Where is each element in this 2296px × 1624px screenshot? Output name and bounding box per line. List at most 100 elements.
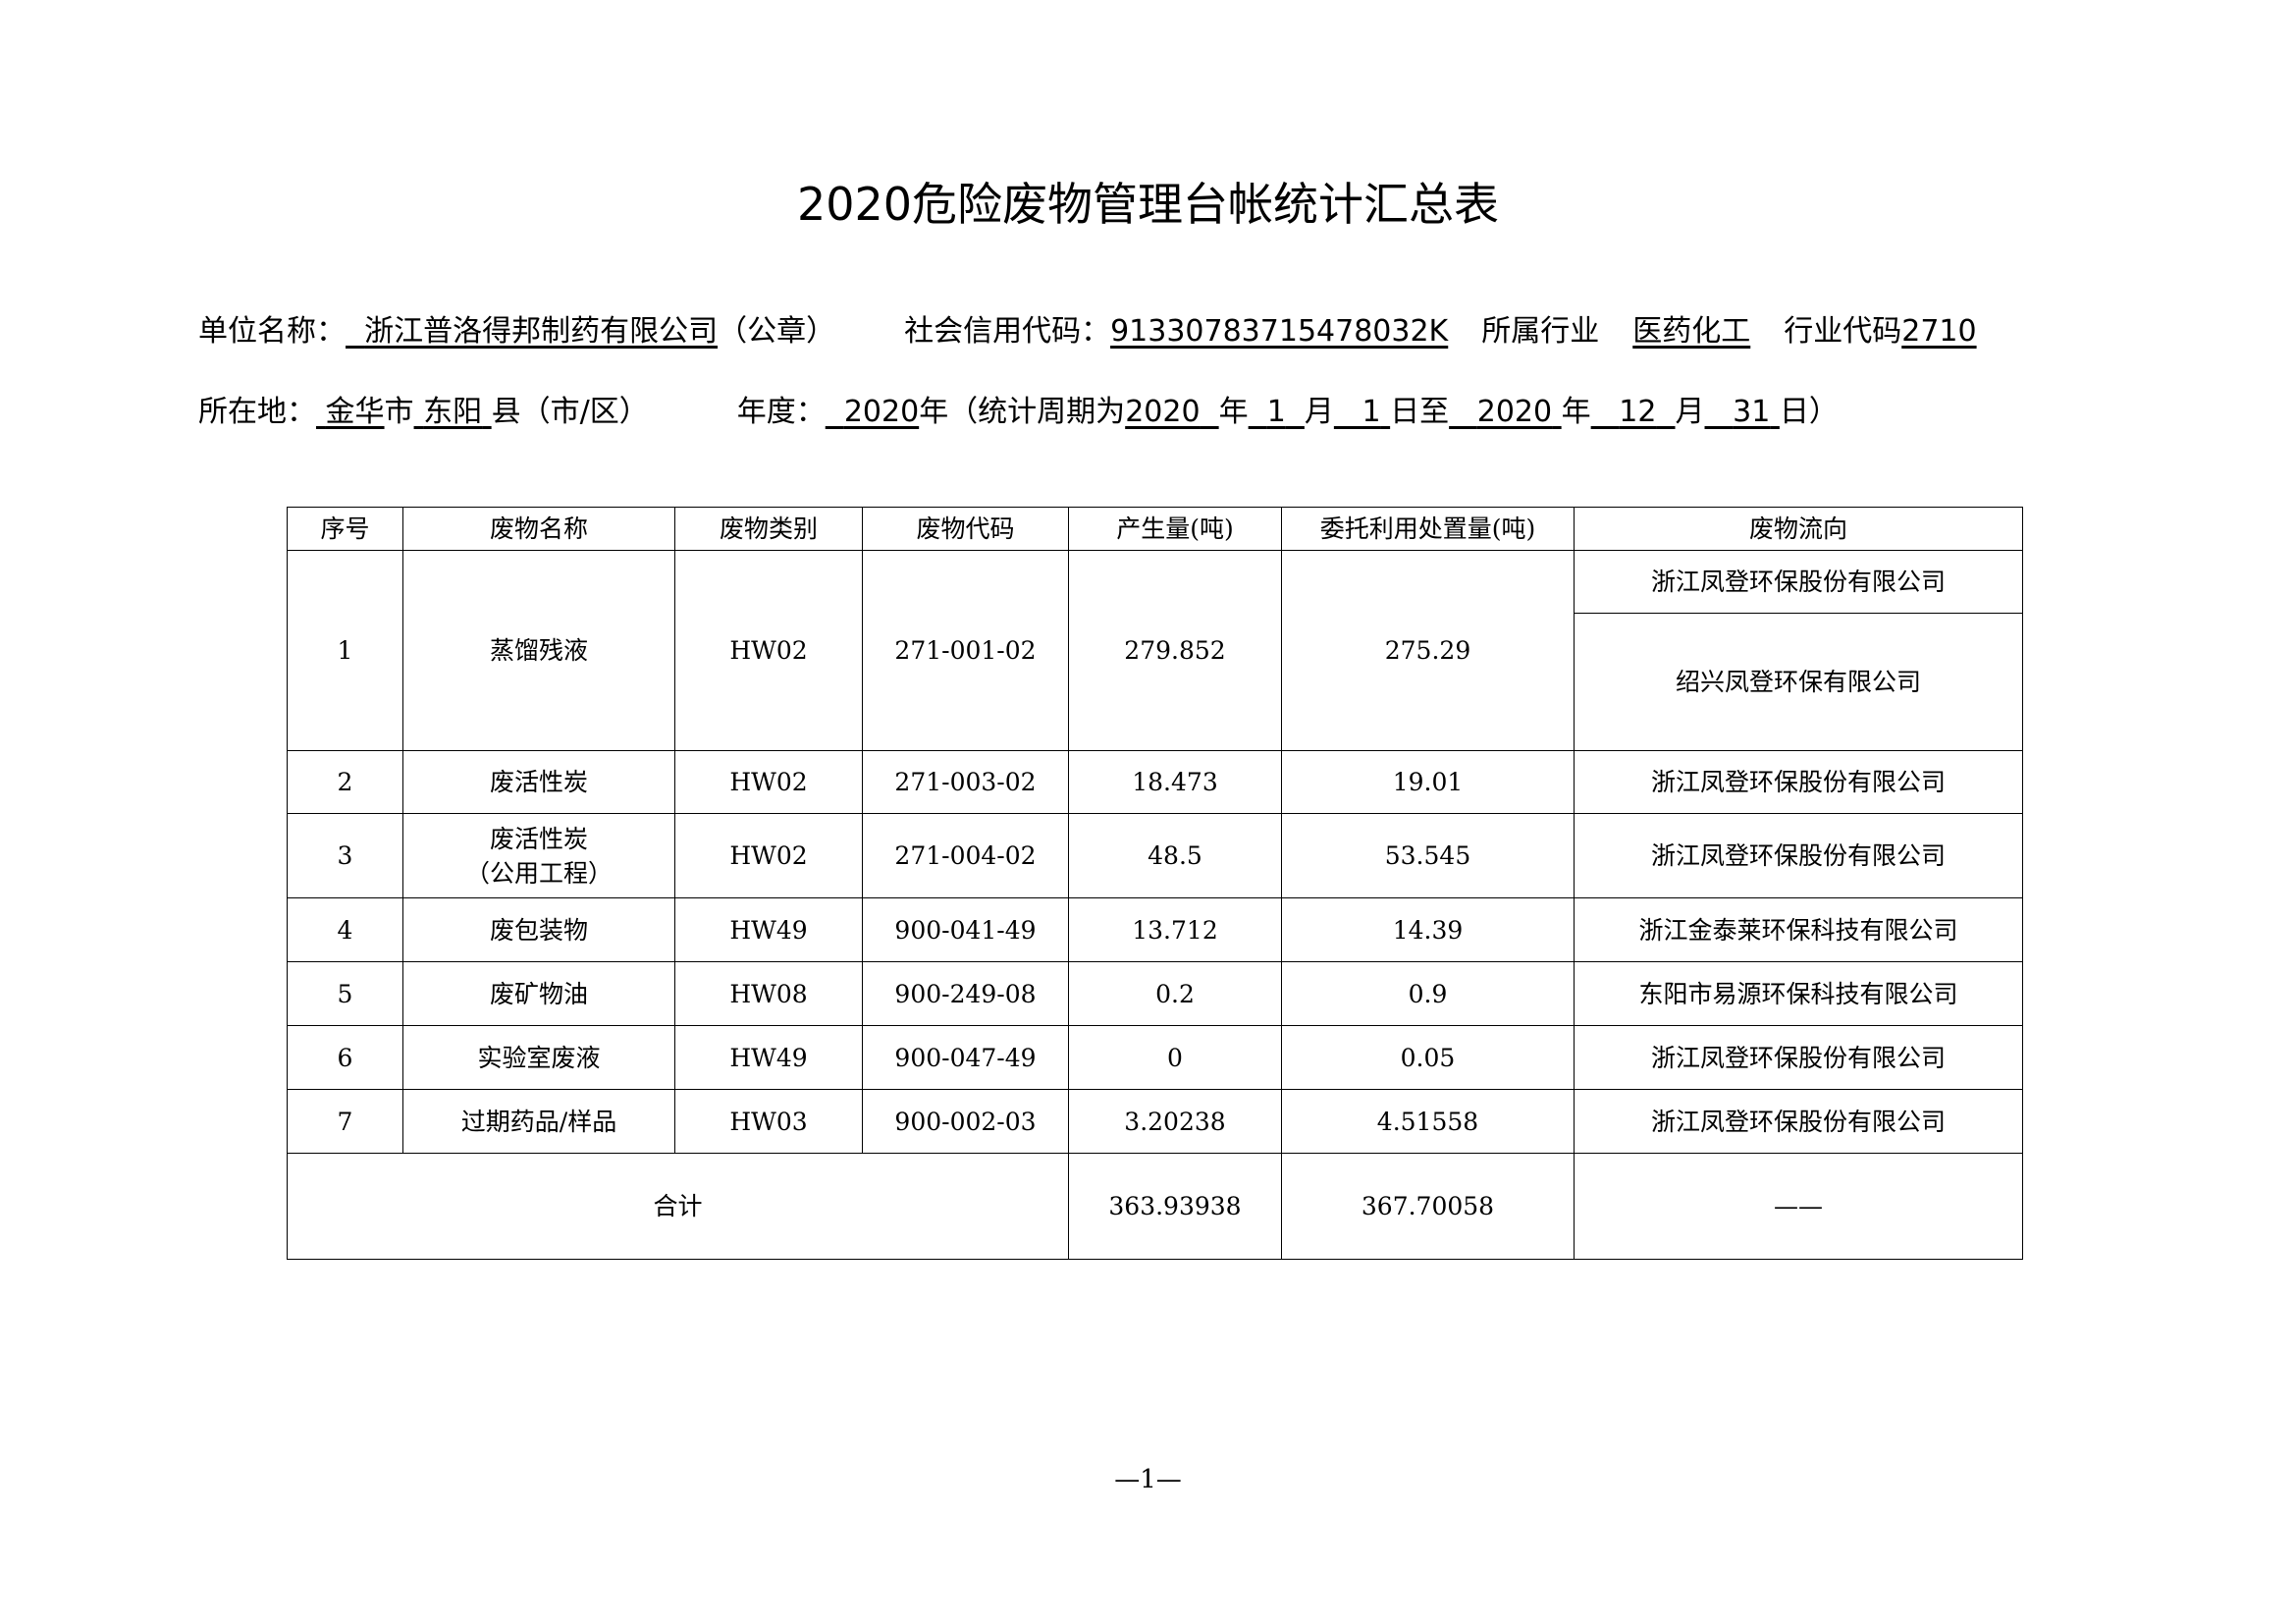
produced-amount: 18.473 bbox=[1068, 750, 1282, 814]
waste-name: 废活性炭 （公用工程） bbox=[402, 813, 675, 898]
header-cell: 废物类别 bbox=[674, 507, 863, 551]
table-row: 1 蒸馏残液 HW02 271-001-02 279.852 275.29 浙江… bbox=[287, 550, 2023, 751]
produced-amount: 13.712 bbox=[1068, 897, 1282, 962]
table-row: 绍兴凤登环保有限公司 bbox=[288, 613, 2023, 751]
destination: 东阳市易源环保科技有限公司 bbox=[1574, 961, 2023, 1026]
waste-category: HW02 bbox=[674, 813, 863, 898]
produced-amount: 3.20238 bbox=[1068, 1089, 1282, 1154]
table-row: 5 废矿物油 HW08 900-249-08 0.2 0.9 东阳市易源环保科技… bbox=[287, 961, 2023, 1026]
produced-amount: 48.5 bbox=[1068, 813, 1282, 898]
produced-amount: 279.852 bbox=[1068, 550, 1282, 751]
table-row: 4 废包装物 HW49 900-041-49 13.712 14.39 浙江金泰… bbox=[287, 897, 2023, 962]
disposed-amount: 0.05 bbox=[1281, 1025, 1575, 1090]
disposed-amount: 4.51558 bbox=[1281, 1089, 1575, 1154]
unit-month: 月 bbox=[1675, 395, 1705, 429]
disposed-amount: 19.01 bbox=[1281, 750, 1575, 814]
header-cell: 废物名称 bbox=[402, 507, 675, 551]
city: 金华 bbox=[325, 395, 385, 429]
credit-code: 91330783715478032K bbox=[1110, 314, 1449, 349]
destination: 绍兴凤登环保有限公司 bbox=[1574, 613, 2023, 751]
location-label: 所在地： bbox=[198, 395, 316, 429]
header-cell: 序号 bbox=[287, 507, 403, 551]
start-month: 1 bbox=[1266, 395, 1286, 429]
waste-name: 废包装物 bbox=[402, 897, 675, 962]
disposed-amount: 275.29 bbox=[1281, 550, 1575, 751]
total-row: 合计 363.93938 367.70058 —— bbox=[287, 1153, 2023, 1260]
year-label: 年度： bbox=[736, 395, 826, 429]
table-row: 3 废活性炭 （公用工程） HW02 271-004-02 48.5 53.545… bbox=[287, 813, 2023, 898]
end-month: 12 bbox=[1619, 395, 1657, 429]
row-no: 2 bbox=[287, 750, 403, 814]
row-no: 7 bbox=[287, 1089, 403, 1154]
waste-category: HW03 bbox=[674, 1089, 863, 1154]
unit-year: 年 bbox=[1218, 395, 1249, 429]
waste-name: 过期药品/样品 bbox=[402, 1089, 675, 1154]
waste-name: 废矿物油 bbox=[402, 961, 675, 1026]
city-suffix: 市 bbox=[384, 395, 414, 429]
industry: 医药化工 bbox=[1632, 314, 1751, 349]
destination: 浙江金泰莱环保科技有限公司 bbox=[1574, 897, 2023, 962]
waste-code: 271-004-02 bbox=[862, 813, 1069, 898]
header-cell: 废物代码 bbox=[862, 507, 1069, 551]
unit-year: 年 bbox=[1561, 395, 1591, 429]
waste-category: HW02 bbox=[674, 750, 863, 814]
waste-name: 实验室废液 bbox=[402, 1025, 675, 1090]
table-row: 6 实验室废液 HW49 900-047-49 0 0.05 浙江凤登环保股份有… bbox=[287, 1025, 2023, 1090]
waste-code: 271-001-02 bbox=[862, 550, 1069, 751]
waste-code: 271-003-02 bbox=[862, 750, 1069, 814]
unit-name: 浙江普洛得邦制药有限公司 bbox=[364, 314, 719, 349]
waste-summary-table: 序号 废物名称 废物类别 废物代码 产生量(吨) 委托利用处置量(吨) 废物流向… bbox=[287, 507, 2023, 1260]
end-day: 31 bbox=[1733, 395, 1771, 429]
seal-label: （公章） bbox=[718, 314, 836, 349]
row-no: 4 bbox=[287, 897, 403, 962]
page-title: 2020危险废物管理台帐统计汇总表 bbox=[796, 178, 1500, 231]
row-no: 5 bbox=[287, 961, 403, 1026]
destination: 浙江凤登环保股份有限公司 bbox=[1574, 750, 2023, 814]
table-row: 7 过期药品/样品 HW03 900-002-03 3.20238 4.5155… bbox=[287, 1089, 2023, 1154]
total-destination: —— bbox=[1574, 1153, 2023, 1260]
total-label: 合计 bbox=[287, 1153, 1069, 1260]
end-year: 2020 bbox=[1476, 395, 1553, 429]
waste-code: 900-047-49 bbox=[862, 1025, 1069, 1090]
industry-label: 所属行业 bbox=[1481, 314, 1600, 349]
waste-name: 废活性炭 bbox=[402, 750, 675, 814]
waste-name: 蒸馏残液 bbox=[402, 550, 675, 751]
industry-code: 2710 bbox=[1901, 314, 1977, 349]
unit-month: 月 bbox=[1304, 395, 1334, 429]
destination: 浙江凤登环保股份有限公司 bbox=[1574, 550, 2023, 614]
unit-day-end: 日） bbox=[1779, 395, 1839, 429]
table-header-row: 序号 废物名称 废物类别 废物代码 产生量(吨) 委托利用处置量(吨) 废物流向 bbox=[287, 507, 2023, 551]
county: 东阳 bbox=[423, 395, 483, 429]
row-no: 6 bbox=[287, 1025, 403, 1090]
row-no: 1 bbox=[287, 550, 403, 751]
unit-day-to: 日至 bbox=[1390, 395, 1450, 429]
disposed-amount: 0.9 bbox=[1281, 961, 1575, 1026]
disposed-amount: 14.39 bbox=[1281, 897, 1575, 962]
industry-code-label: 行业代码 bbox=[1784, 314, 1902, 349]
total-produced: 363.93938 bbox=[1068, 1153, 1282, 1260]
start-year: 2020 bbox=[1125, 395, 1201, 429]
header-cell: 废物流向 bbox=[1574, 507, 2023, 551]
destination: 浙江凤登环保股份有限公司 bbox=[1574, 813, 2023, 898]
waste-code: 900-002-03 bbox=[862, 1089, 1069, 1154]
waste-category: HW49 bbox=[674, 897, 863, 962]
produced-amount: 0.2 bbox=[1068, 961, 1282, 1026]
waste-name-line2: （公用工程） bbox=[464, 858, 613, 888]
location-info-line: 所在地： 金华市 东阳 县（市/区） 年度： 2020年（统计周期为2020 年 … bbox=[198, 387, 1839, 430]
page-number: —1— bbox=[1114, 1465, 1182, 1494]
header-cell: 委托利用处置量(吨) bbox=[1281, 507, 1575, 551]
table-row: 2 废活性炭 HW02 271-003-02 18.473 19.01 浙江凤登… bbox=[287, 750, 2023, 814]
county-suffix: 县（市/区） bbox=[491, 395, 649, 429]
year-suffix: 年（统计周期为 bbox=[919, 395, 1126, 429]
unit-label: 单位名称： bbox=[198, 314, 346, 349]
start-day: 1 bbox=[1362, 395, 1381, 429]
waste-code: 900-249-08 bbox=[862, 961, 1069, 1026]
disposed-amount: 53.545 bbox=[1281, 813, 1575, 898]
waste-category: HW02 bbox=[674, 550, 863, 751]
credit-label: 社会信用代码： bbox=[904, 314, 1111, 349]
total-disposed: 367.70058 bbox=[1281, 1153, 1575, 1260]
year: 2020 bbox=[843, 395, 920, 429]
destination: 浙江凤登环保股份有限公司 bbox=[1574, 1025, 2023, 1090]
waste-code: 900-041-49 bbox=[862, 897, 1069, 962]
header-cell: 产生量(吨) bbox=[1068, 507, 1282, 551]
